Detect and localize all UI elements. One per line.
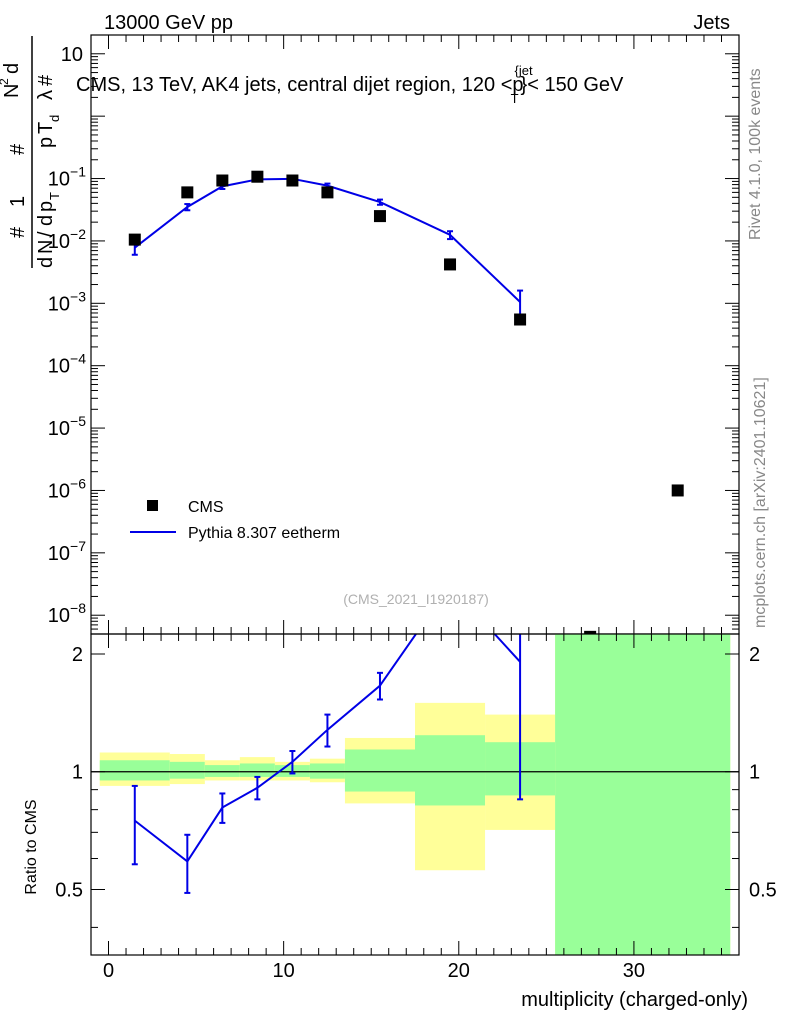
main-plot-frame [90, 34, 740, 635]
mc-series-main [131, 176, 524, 324]
band-inner [204, 765, 240, 777]
x-axis-title: multiplicity (charged-only) [521, 989, 748, 1011]
band-inner [169, 761, 205, 779]
main-y-tick-label: 10−7 [48, 538, 86, 565]
main-y-tick-label: 10−1 [48, 164, 86, 191]
band-inner [309, 763, 345, 779]
y-title-d4: p [35, 137, 57, 148]
legend-label-cms: CMS [188, 499, 224, 516]
plot-title-main: CMS, 13 TeV, AK4 jets, central dijet reg… [76, 74, 524, 96]
data-point [128, 233, 141, 246]
ratio-y-tick-label-left: 2 [72, 644, 83, 666]
y-title-T2: d [47, 115, 62, 122]
y-title-hash-1: # [7, 226, 29, 238]
y-title-hash-2: # [7, 143, 29, 155]
header-right: Jets [693, 12, 730, 34]
y-title-d1: d [35, 257, 57, 268]
analysis-watermark: (CMS_2021_I1920187) [343, 591, 489, 607]
main-y-tick-label: 10−4 [48, 351, 86, 378]
band-inner [99, 760, 170, 781]
main-y-axis-title: # 1 d N / d p T # N 2 d p T d λ # [0, 36, 62, 268]
x-tick-label: 10 [273, 960, 295, 982]
header-left: 13000 GeV pp [104, 12, 233, 34]
ratio-uncertainty-bands [99, 634, 731, 955]
y-title-slash: / [35, 231, 57, 237]
main-y-tick-label: 10−3 [48, 288, 86, 315]
data-point [181, 186, 194, 199]
ratio-mc-clipped [131, 634, 524, 894]
main-y-tick-label: 10 [61, 44, 83, 66]
x-tick-label: 30 [623, 960, 645, 982]
data-point [373, 210, 386, 223]
band-inner [415, 735, 486, 806]
legend-marker-cms [147, 500, 158, 511]
x-tick-labels: 0 10 20 30 [103, 960, 645, 982]
data-point [216, 174, 229, 187]
band-inner [344, 749, 415, 792]
y-title-N1: N [35, 240, 57, 254]
mcplots-label: mcplots.cern.ch [arXiv:2401.10621] [752, 377, 769, 628]
rivet-label: Rivet 4.1.0, 100k events [747, 68, 764, 240]
ratio-y-tick-label-left: 0.5 [55, 879, 83, 901]
ratio-y-tick-label-left: 1 [72, 762, 83, 784]
y-title-d2: d [35, 215, 57, 226]
data-point [321, 186, 334, 199]
ratio-y-tick-labels: 0.5 0.5 1 1 2 2 [55, 644, 777, 901]
y-title-p2: T [35, 122, 57, 134]
ratio-y-tick-label-right: 2 [749, 644, 760, 666]
y-title-exp2: 2 [0, 78, 11, 85]
data-point [251, 170, 264, 183]
mc-series-ratio [131, 634, 524, 894]
band-inner [555, 634, 731, 955]
y-title-one: 1 [7, 196, 29, 207]
y-title-T1: T [47, 192, 62, 200]
data-point [444, 258, 457, 271]
main-y-tick-label: 10−8 [48, 600, 86, 627]
ratio-axis-ticks [91, 634, 739, 955]
legend-label-pythia: Pythia 8.307 eetherm [188, 525, 340, 542]
ratio-y-axis-title: Ratio to CMS [23, 799, 40, 894]
main-y-tick-label: 10−5 [48, 413, 86, 440]
band-inner [239, 763, 275, 777]
plot-title-sub: T [511, 91, 519, 106]
main-y-tick-label: 10−6 [48, 475, 86, 502]
plot-title-tail: }< 150 GeV [521, 74, 625, 96]
x-tick-label: 20 [448, 960, 470, 982]
y-title-d5: λ [35, 90, 57, 100]
y-title-d3: N [1, 84, 23, 98]
main-y-tick-label: 10−2 [48, 226, 86, 253]
data-series-main [128, 170, 684, 643]
plot-title-sup: {jet [515, 63, 533, 78]
ratio-y-tick-label-right: 0.5 [749, 879, 777, 901]
legend: CMS Pythia 8.307 eetherm [130, 499, 340, 542]
data-point [514, 313, 527, 326]
ratio-plot-frame [90, 633, 740, 956]
plot-title: CMS, 13 TeV, AK4 jets, central dijet reg… [76, 63, 624, 106]
x-tick-label: 0 [103, 960, 114, 982]
ratio-plot-panel: 0.5 0.5 1 1 2 2 0 10 20 30 [55, 633, 777, 982]
main-axis-ticks [91, 34, 739, 635]
main-y-tick-labels: 10 10−1 10−2 10−3 10−4 10−5 10−6 10−7 10−8 [48, 44, 86, 627]
y-title-p1: p [35, 201, 57, 212]
data-point [286, 174, 299, 187]
y-title-lambda: # [35, 74, 57, 86]
main-plot-panel: 10 10−1 10−2 10−3 10−4 10−5 10−6 10−7 10−8 CMS P… [48, 34, 740, 643]
y-title-N2: d [1, 63, 23, 74]
data-point [671, 484, 684, 497]
ratio-y-tick-label-right: 1 [749, 762, 760, 784]
